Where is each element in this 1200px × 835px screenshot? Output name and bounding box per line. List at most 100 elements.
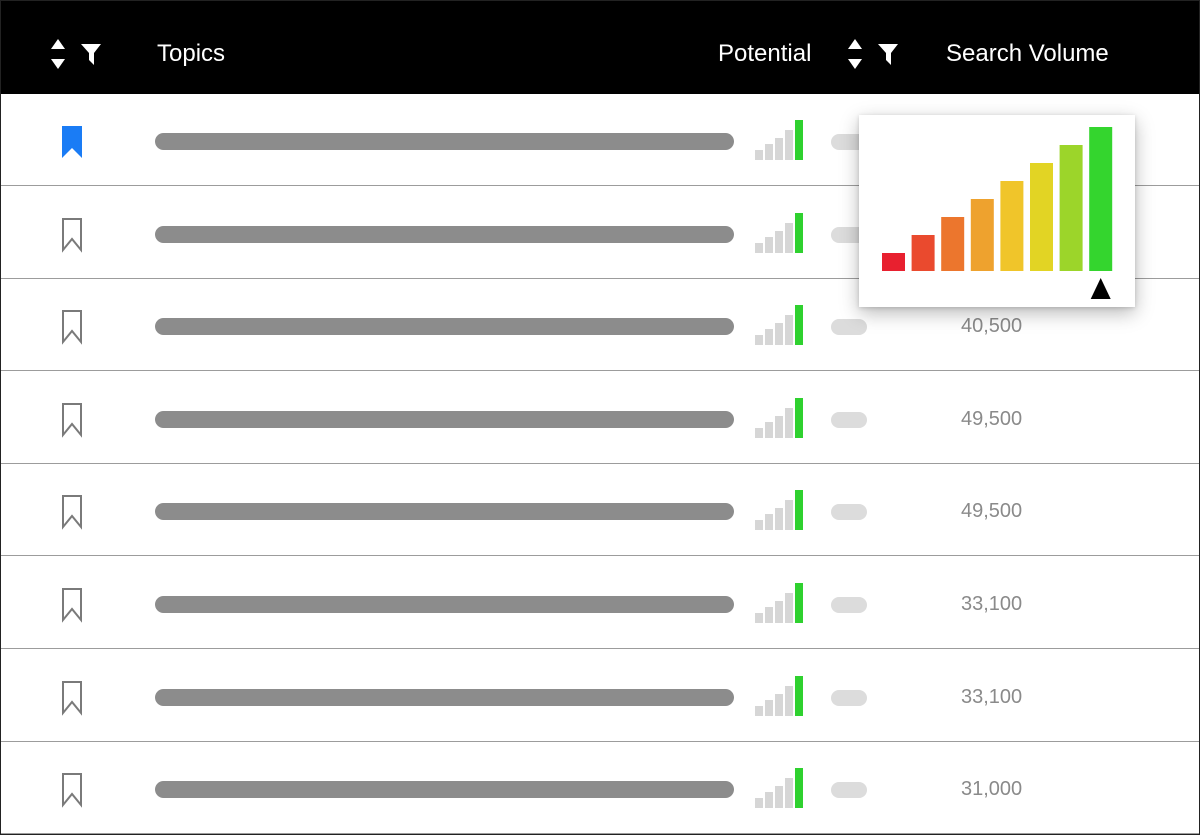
signal-bar [775, 230, 783, 253]
topic-placeholder[interactable] [155, 225, 734, 243]
signal-bar [785, 500, 793, 531]
sort-icon[interactable] [49, 37, 67, 73]
triangle-up-icon [1090, 278, 1111, 299]
potential-signal-icon [755, 212, 803, 253]
signal-bar [755, 705, 763, 716]
bookmark-icon[interactable] [59, 494, 85, 531]
signal-bar [755, 150, 763, 160]
potential-level-bar [970, 199, 994, 271]
signal-bar [765, 514, 773, 531]
potential-signal-icon [755, 490, 803, 531]
topic-placeholder[interactable] [155, 781, 734, 799]
signal-bar [775, 786, 783, 809]
table-row[interactable]: 40,500 [1, 279, 1199, 372]
table-row[interactable]: 49,500 [1, 372, 1199, 464]
signal-bar [795, 120, 803, 160]
signal-bar [795, 675, 803, 716]
table-row[interactable]: 49,500 [1, 464, 1199, 557]
potential-sort-icon[interactable] [846, 37, 864, 73]
signal-bar [755, 427, 763, 438]
potential-pill [831, 689, 867, 706]
signal-bar [755, 242, 763, 253]
search-volume-value: 31,000 [961, 778, 1023, 801]
bookmark-icon[interactable] [59, 309, 85, 345]
signal-bar [795, 212, 803, 253]
signal-bar [775, 693, 783, 716]
topic-placeholder[interactable] [155, 318, 734, 336]
table-row[interactable]: 33,100 [1, 557, 1199, 649]
bookmark-icon[interactable] [59, 217, 85, 253]
potential-level-bar [911, 235, 935, 271]
table-row[interactable]: 31,000 [1, 742, 1199, 834]
potential-signal-icon [755, 675, 803, 716]
signal-bar [765, 236, 773, 253]
signal-bar [795, 768, 803, 809]
signal-bar [765, 329, 773, 346]
potential-signal-icon [755, 397, 803, 438]
signal-bar [755, 798, 763, 809]
topic-placeholder[interactable] [155, 133, 734, 150]
signal-bar [775, 415, 783, 438]
topic-placeholder[interactable] [155, 503, 734, 521]
table-row[interactable] [1, 94, 1199, 186]
signal-bar [795, 305, 803, 346]
signal-bar [785, 130, 793, 160]
signal-bar [795, 490, 803, 531]
potential-signal-icon [755, 120, 803, 160]
signal-bar [765, 144, 773, 160]
signal-bar [785, 593, 793, 623]
signal-bar [775, 601, 783, 623]
potential-pill [831, 319, 867, 336]
search-volume-column-header[interactable]: Search Volume [946, 40, 1109, 67]
signal-bar [765, 607, 773, 623]
table-header: Topics Potential Search Volume [1, 1, 1199, 94]
topic-placeholder[interactable] [155, 688, 734, 706]
signal-bar [755, 335, 763, 346]
potential-column-header[interactable]: Potential [718, 40, 812, 67]
bookmark-icon[interactable] [59, 587, 85, 623]
potential-scale-popup [859, 115, 1135, 307]
signal-bar [755, 613, 763, 623]
potential-pill [831, 134, 867, 150]
topic-placeholder[interactable] [155, 596, 734, 613]
signal-bar [765, 421, 773, 438]
potential-pill [831, 411, 867, 428]
signal-bar [775, 508, 783, 531]
search-volume-value: 33,100 [961, 685, 1023, 708]
table-row[interactable]: 33,100 [1, 650, 1199, 742]
potential-level-bar [1059, 145, 1083, 271]
filter-icon[interactable] [80, 41, 102, 67]
signal-bar [755, 520, 763, 531]
bookmark-icon[interactable] [59, 402, 85, 438]
potential-level-bar [1030, 163, 1053, 271]
bookmark-filled-icon[interactable] [59, 124, 85, 160]
potential-level-bar [1089, 127, 1113, 271]
signal-bar [775, 138, 783, 160]
potential-filter-icon[interactable] [877, 41, 899, 67]
potential-pill [831, 782, 867, 799]
signal-bar [765, 699, 773, 716]
search-volume-value: 40,500 [961, 315, 1023, 338]
signal-bar [785, 407, 793, 438]
potential-level-bar [941, 217, 965, 271]
potential-level-bar [1000, 181, 1024, 271]
search-volume-value: 33,100 [961, 593, 1023, 615]
potential-signal-icon [755, 305, 803, 346]
signal-bar [785, 315, 793, 346]
potential-level-bar [882, 253, 905, 271]
signal-bar [775, 323, 783, 346]
topics-column-header[interactable]: Topics [157, 40, 226, 67]
potential-pill [831, 226, 867, 243]
bookmark-icon[interactable] [59, 680, 85, 716]
signal-bar [795, 397, 803, 438]
signal-bar [795, 583, 803, 623]
bookmark-icon[interactable] [59, 772, 85, 808]
signal-bar [765, 792, 773, 809]
potential-signal-icon [755, 583, 803, 623]
signal-bar [785, 222, 793, 253]
topic-placeholder[interactable] [155, 410, 734, 428]
table-row[interactable] [1, 187, 1199, 279]
potential-scale-chart [882, 127, 1113, 299]
potential-signal-icon [755, 768, 803, 809]
signal-bar [785, 778, 793, 809]
